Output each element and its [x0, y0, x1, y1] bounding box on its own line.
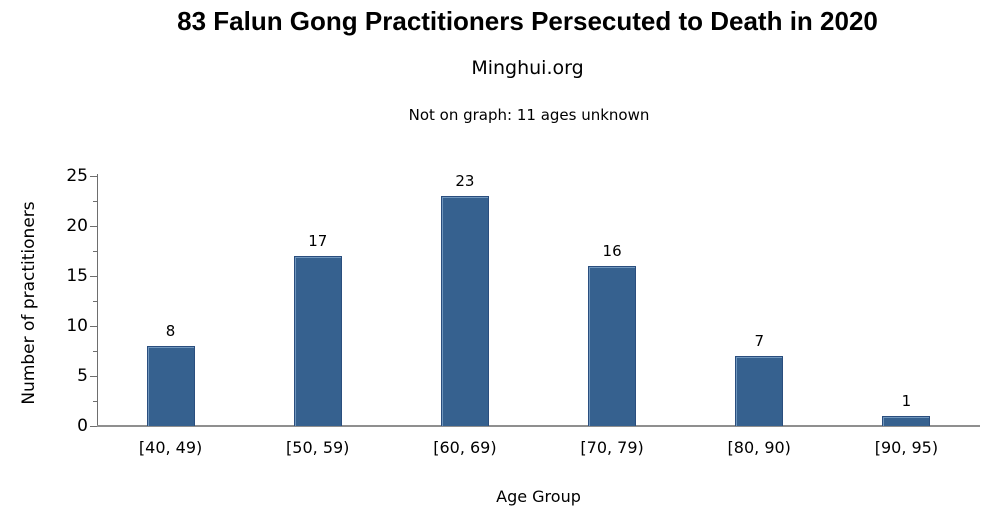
x-tick-label-0: [40, 49)	[138, 438, 203, 457]
bar-value-label-0: 8	[165, 322, 176, 340]
y-tick-label-0: 0	[77, 416, 88, 436]
chart-annotation: Not on graph: 11 ages unknown	[408, 106, 650, 124]
x-axis-baseline	[97, 425, 980, 427]
x-tick-label-5: [90, 95)	[874, 438, 939, 457]
y-major-tick-2	[90, 325, 97, 327]
y-axis-line	[97, 174, 98, 426]
y-minor-tick-2	[93, 300, 97, 302]
x-tick-label-4: [80, 90)	[727, 438, 791, 457]
y-minor-tick-1	[93, 350, 97, 352]
y-major-tick-5	[90, 175, 97, 177]
plot-area: 8 17 23 16 7 1	[97, 172, 980, 427]
bar-value-label-1: 17	[308, 232, 328, 250]
bar-2	[440, 196, 489, 426]
y-minor-tick-0	[93, 400, 97, 402]
bar-value-label-2: 23	[455, 172, 475, 190]
y-minor-tick-3	[93, 250, 97, 252]
bar-1	[293, 256, 342, 426]
x-tick-label-2: [60, 69)	[433, 438, 497, 457]
bar-value-label-4: 7	[754, 332, 765, 350]
y-minor-tick-4	[93, 200, 97, 202]
y-major-tick-0	[90, 425, 97, 427]
x-axis-title: Age Group	[496, 487, 581, 506]
bar-value-label-5: 1	[901, 392, 912, 410]
bar-3	[588, 266, 637, 426]
bar-0	[146, 346, 195, 426]
x-tick-label-3: [70, 79)	[580, 438, 644, 457]
x-tick-label-1: [50, 59)	[286, 438, 350, 457]
y-major-tick-4	[90, 225, 97, 227]
bar-value-label-3: 16	[602, 242, 622, 260]
y-major-tick-1	[90, 375, 97, 377]
y-tick-label-4: 20	[66, 216, 88, 236]
bar-4	[735, 356, 784, 426]
y-tick-label-3: 15	[66, 266, 88, 286]
y-major-tick-3	[90, 275, 97, 277]
y-tick-label-1: 5	[77, 366, 88, 386]
chart-title: 83 Falun Gong Practitioners Persecuted t…	[177, 6, 878, 36]
chart-subtitle: Minghui.org	[471, 57, 584, 79]
bar-5	[882, 416, 931, 426]
y-tick-label-2: 10	[66, 316, 88, 336]
y-tick-label-5: 25	[66, 166, 88, 186]
